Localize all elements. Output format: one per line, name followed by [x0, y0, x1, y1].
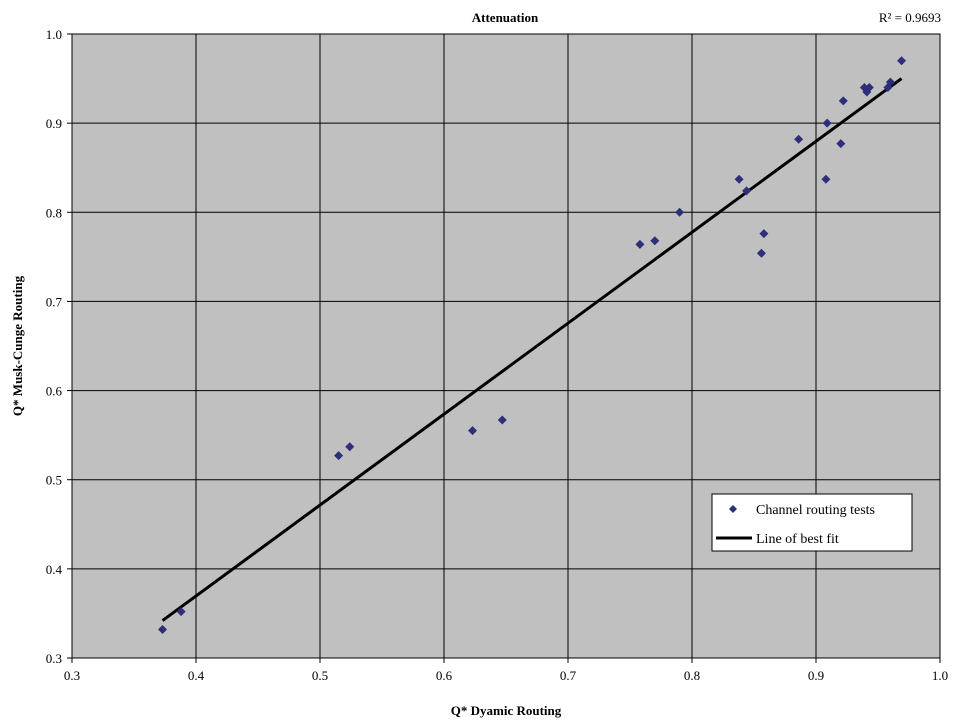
x-tick-label: 0.9 [808, 668, 824, 683]
legend-box [711, 493, 913, 552]
data-point [836, 139, 846, 149]
data-point [885, 77, 895, 87]
data-point [897, 56, 907, 66]
x-tick-label: 0.5 [312, 668, 328, 683]
data-point [176, 607, 186, 617]
data-point [334, 451, 344, 461]
data-point [158, 624, 168, 634]
y-tick-label: 1.0 [46, 27, 62, 42]
data-point [650, 236, 660, 246]
data-point [756, 248, 766, 258]
data-point [675, 207, 685, 217]
best-fit-line [161, 77, 903, 622]
grid-lines [72, 34, 940, 658]
x-tick-label: 0.4 [188, 668, 205, 683]
x-axis-label: Q* Dyamic Routing [451, 703, 562, 718]
data-point [822, 118, 832, 128]
x-tick-label: 0.7 [560, 668, 577, 683]
data-point [838, 96, 848, 106]
y-tick-label: 0.6 [46, 384, 63, 399]
x-tick-label: 0.8 [684, 668, 700, 683]
data-point [794, 134, 804, 144]
plot-area [71, 33, 941, 659]
legend: Channel routing tests Line of best fit [711, 493, 913, 552]
x-tick-label: 1.0 [932, 668, 948, 683]
data-point [497, 415, 507, 425]
y-tick-label: 0.3 [46, 651, 62, 666]
y-tick-label: 0.4 [46, 562, 63, 577]
y-axis-ticks: 0.3 0.4 0.5 0.6 0.7 0.8 0.9 1.0 [46, 27, 72, 666]
y-axis-label: Q* Musk-Cunge Routing [10, 275, 25, 416]
data-point [734, 174, 744, 184]
x-axis-ticks: 0.3 0.4 0.5 0.6 0.7 0.8 0.9 1.0 [64, 658, 948, 683]
legend-label-line-of-best-fit: Line of best fit [756, 532, 839, 547]
x-tick-label: 0.6 [436, 668, 453, 683]
data-point [864, 82, 874, 92]
data-point [468, 426, 478, 436]
x-tick-label: 0.3 [64, 668, 80, 683]
data-point [345, 442, 355, 452]
y-tick-label: 0.9 [46, 116, 62, 131]
y-tick-label: 0.8 [46, 205, 62, 220]
data-point [635, 239, 645, 249]
legend-marker-channel-routing-tests [729, 505, 737, 513]
scatter-points [158, 56, 907, 634]
y-tick-label: 0.7 [46, 294, 63, 309]
chart-title: Attenuation [472, 10, 539, 25]
data-point [742, 186, 752, 196]
legend-label-channel-routing-tests: Channel routing tests [756, 503, 875, 518]
best-fit-layer [161, 77, 903, 622]
data-point [821, 174, 831, 184]
data-point [759, 229, 769, 239]
y-tick-label: 0.5 [46, 473, 62, 488]
r-squared-label: R² = 0.9693 [879, 10, 941, 25]
